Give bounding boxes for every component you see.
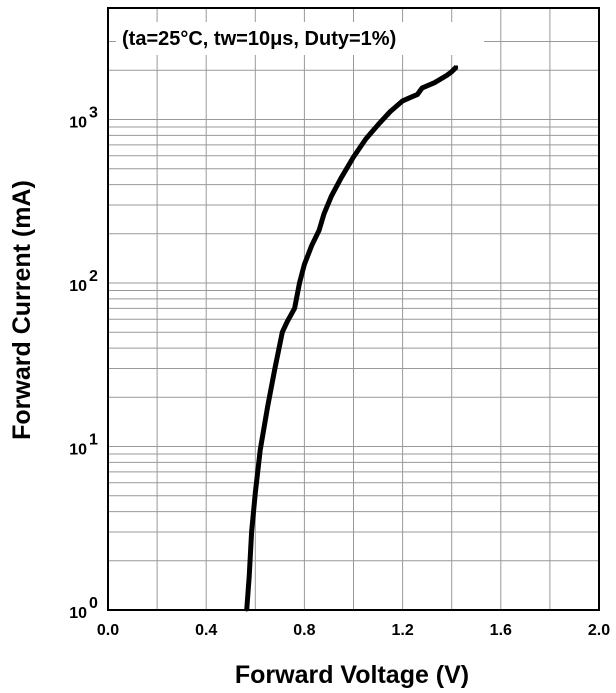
- series-0-point: [302, 262, 306, 266]
- annotation-label: (ta=25°C, tw=10μs, Duty=1%): [122, 28, 396, 50]
- y-tick-exponent: 1: [89, 432, 98, 449]
- series-0-point: [250, 530, 254, 534]
- x-tick-labels: 0.0 0.4 0.8 1.2 1.6 2.0: [97, 622, 610, 639]
- series-0-point: [266, 405, 270, 409]
- series-0-point: [317, 228, 321, 232]
- x-tick-label-10: 2.0: [588, 622, 610, 639]
- series-0-point: [329, 194, 333, 198]
- x-tick-label-4: 0.8: [293, 622, 315, 639]
- series-0-point: [415, 93, 419, 97]
- series-0-point: [285, 320, 289, 324]
- series-0-point: [376, 123, 380, 127]
- series-0-point: [364, 137, 368, 141]
- plot-frame: [107, 7, 600, 611]
- series-0-point: [388, 109, 392, 113]
- x-axis-title: Forward Voltage (V): [235, 661, 469, 689]
- y-tick-exponent: 2: [89, 268, 98, 285]
- y-tick-label-3: 103: [69, 105, 98, 132]
- x-tick-label-6: 1.2: [391, 622, 413, 639]
- y-tick-base: 10: [69, 605, 87, 622]
- series-0-point: [258, 448, 262, 452]
- series-0-point: [445, 73, 449, 77]
- series-0-point: [253, 491, 257, 495]
- series-group: [244, 65, 459, 612]
- series-0-point: [450, 70, 454, 74]
- series-0-point: [245, 608, 249, 612]
- series-0-point: [297, 281, 301, 285]
- series-0-point: [401, 99, 405, 103]
- series-0-point: [247, 575, 251, 579]
- series-0-point: [293, 306, 297, 310]
- y-tick-label-0: 100: [69, 595, 98, 622]
- y-axis-title: Forward Current (mA): [8, 180, 36, 440]
- y-tick-label-1: 101: [69, 432, 98, 459]
- annotation-box: [116, 22, 484, 55]
- x-tick-label-0: 0.0: [97, 622, 119, 639]
- y-tick-exponent: 0: [89, 595, 98, 612]
- x-tick-label-2: 0.4: [195, 622, 217, 639]
- series-0-point: [280, 330, 284, 334]
- y-tick-label-2: 102: [69, 268, 98, 295]
- series-0-point: [455, 65, 459, 69]
- y-tick-base: 10: [69, 278, 87, 295]
- series-0-point: [273, 366, 277, 370]
- series-0-point: [433, 81, 437, 85]
- series-0-point: [339, 176, 343, 180]
- x-tick-label-8: 1.6: [490, 622, 512, 639]
- series-0-point: [322, 212, 326, 216]
- grid-lines: [107, 8, 600, 611]
- series-0-point: [410, 95, 414, 99]
- series-0-point: [352, 155, 355, 159]
- series-0-point: [420, 86, 424, 90]
- series-0-point: [310, 243, 314, 247]
- y-tick-base: 10: [69, 442, 87, 459]
- y-tick-exponent: 3: [89, 105, 98, 122]
- y-tick-base: 10: [69, 115, 87, 132]
- series-line-0: [244, 65, 459, 611]
